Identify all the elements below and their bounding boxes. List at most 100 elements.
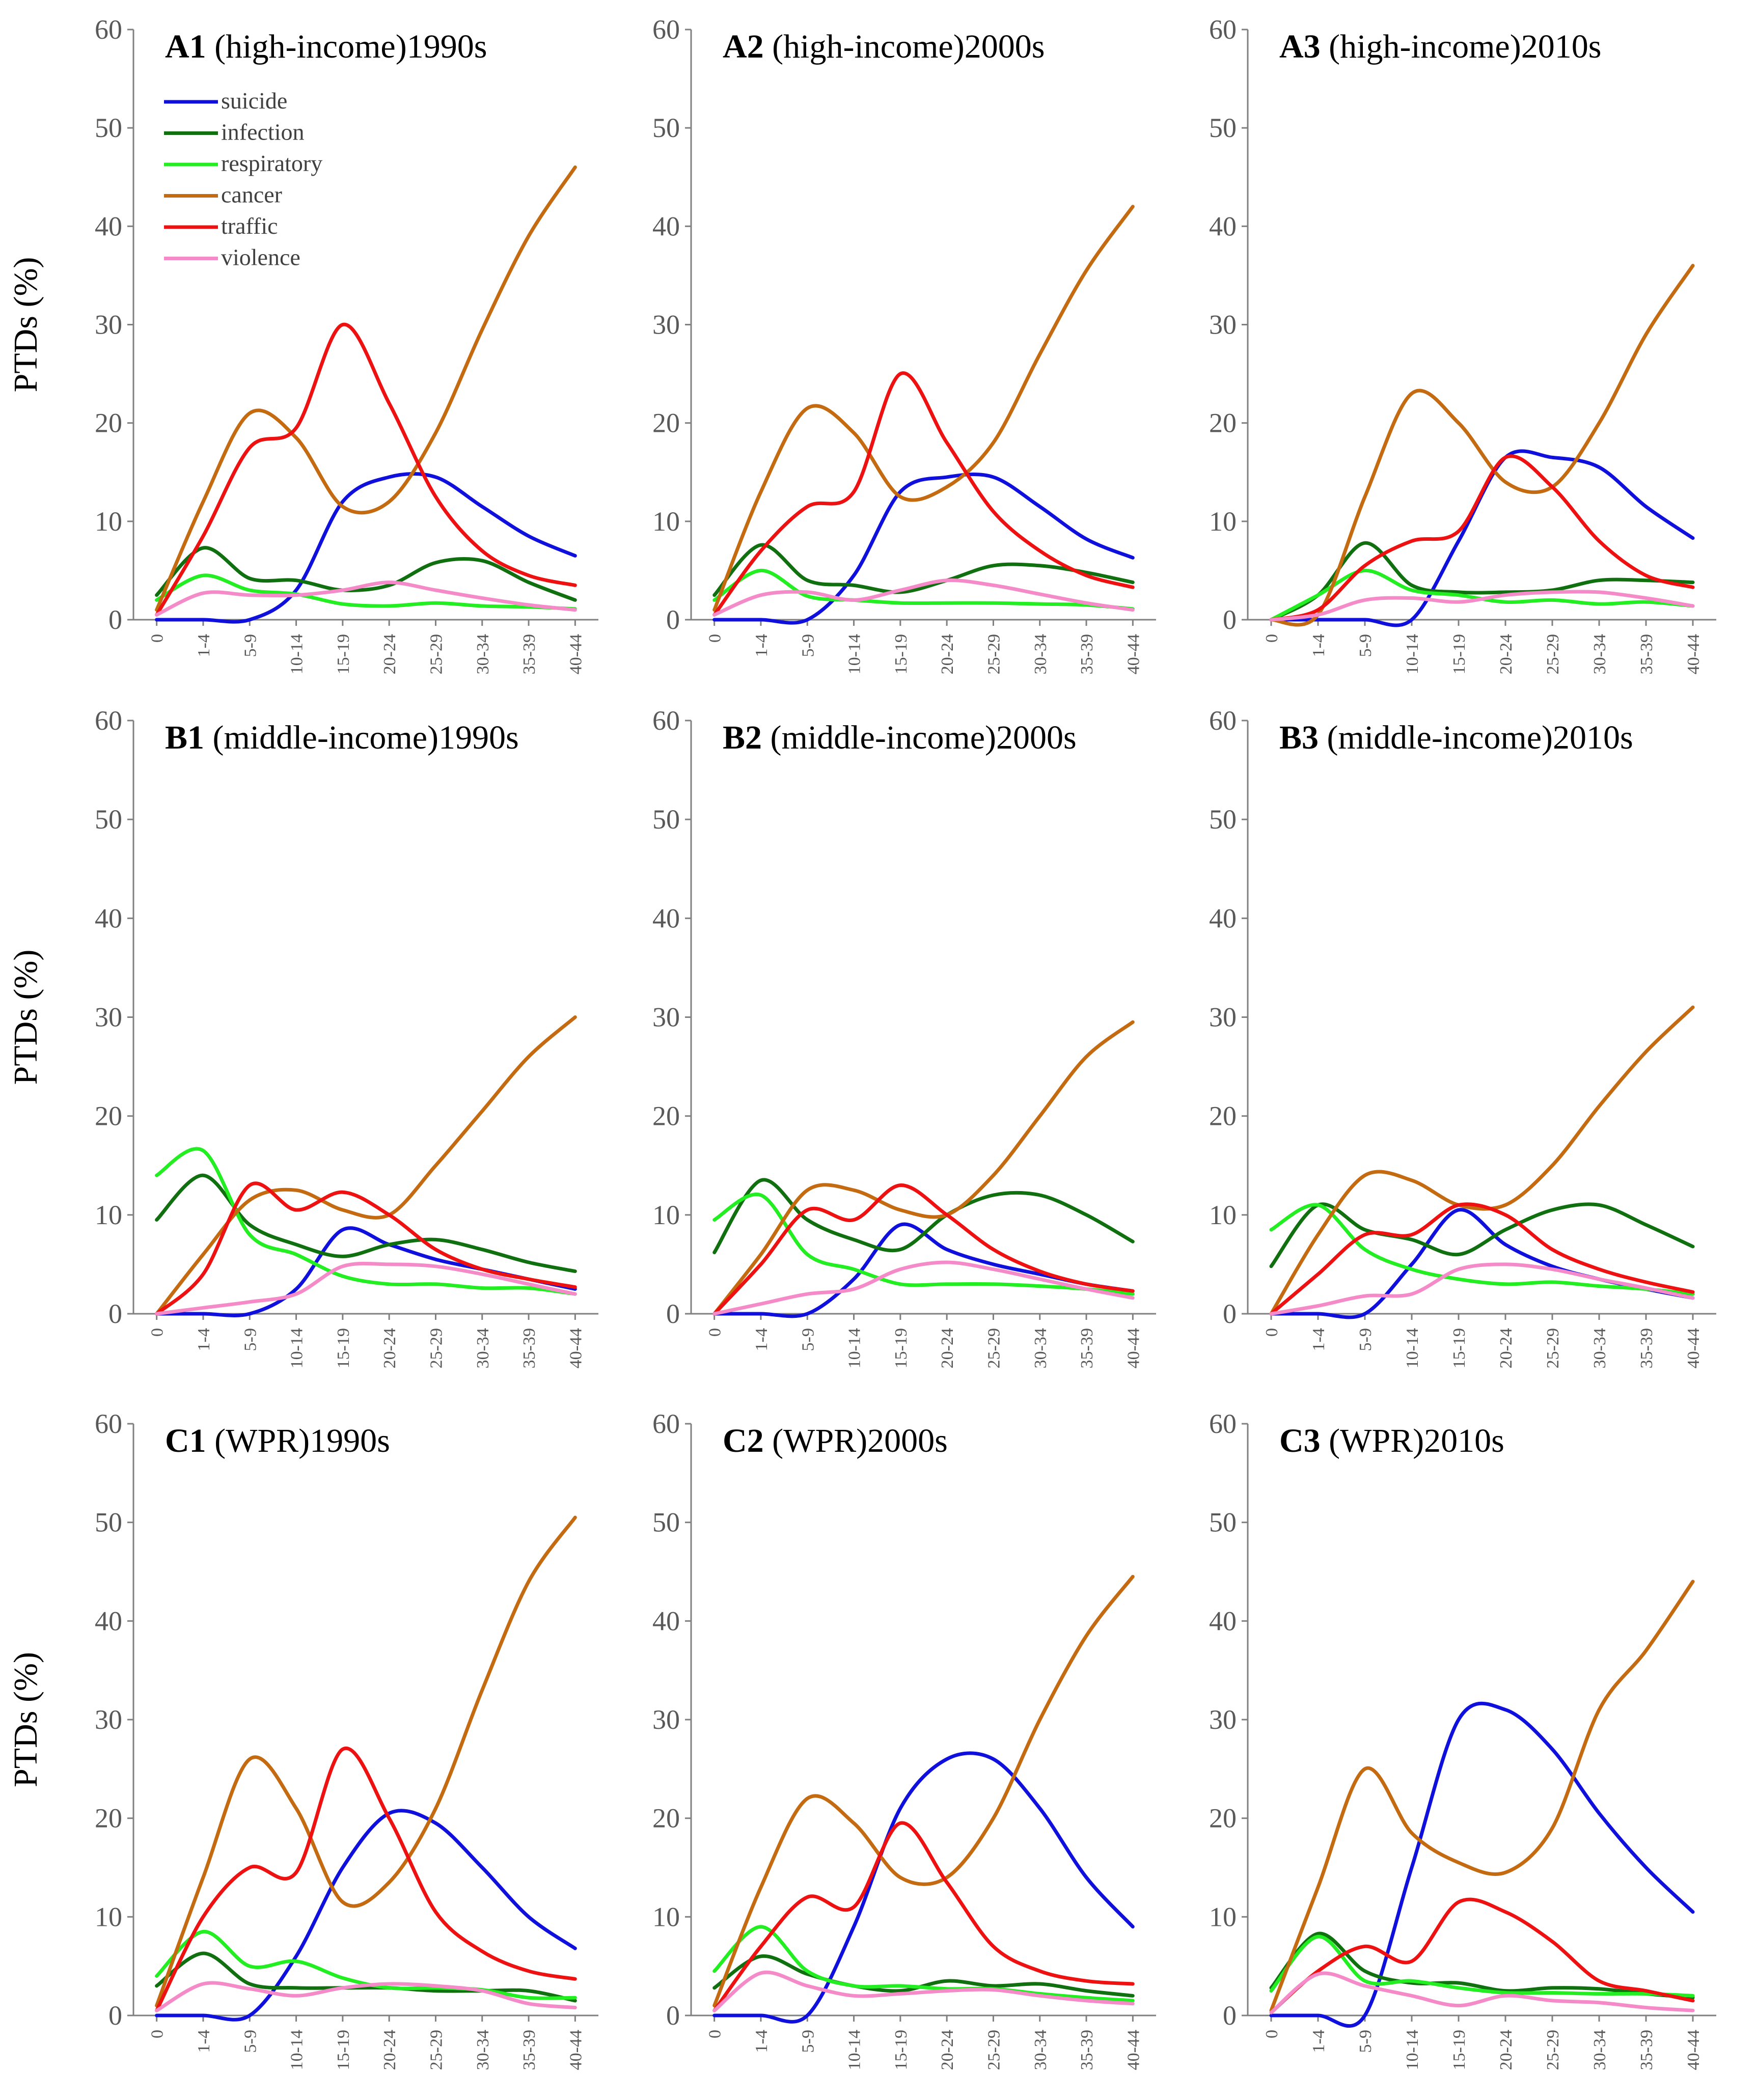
x-tick-label: 20-24 (1497, 634, 1516, 674)
panel-group: (middle-income) (762, 719, 996, 756)
x-tick-label: 10-14 (1403, 2030, 1422, 2070)
panel-id: C3 (1279, 1422, 1321, 1459)
panel-id: C1 (165, 1422, 206, 1459)
y-tick-label: 60 (1209, 14, 1237, 45)
x-tick-label: 15-19 (892, 2030, 911, 2070)
series-line-traffic (155, 322, 577, 617)
x-tick-label: 5-9 (241, 2030, 260, 2053)
series-line-suicide (155, 472, 577, 624)
y-tick-label: 60 (652, 705, 680, 736)
series-line-violence (712, 1260, 1135, 1316)
y-tick-label: 40 (95, 211, 122, 241)
legend-label-violence: violence (221, 244, 300, 270)
series-line-violence (712, 578, 1135, 617)
series-line-respiratory (1269, 1935, 1695, 1998)
series-line-traffic (712, 1183, 1135, 1316)
series-line-violence (1269, 1262, 1695, 1316)
x-tick-label: 1-4 (752, 1328, 771, 1351)
x-tick-label: 40-44 (1124, 2030, 1143, 2070)
x-tick-label: 10-14 (288, 2030, 307, 2070)
series-line-suicide (712, 473, 1135, 625)
panel-a3: 0 10 20 30 40 50 60 0 1-4 5-9 10-14 15-19 20-24 25-29… (1209, 14, 1716, 674)
x-tick-label: 30-34 (1031, 634, 1050, 674)
y-tick-label: 10 (652, 1901, 680, 1932)
x-tick-label: 15-19 (1450, 634, 1469, 674)
x-tick-label: 20-24 (938, 1328, 957, 1368)
y-tick-label: 60 (1209, 705, 1237, 736)
panel-title: C2 (WPR)2000s (723, 1422, 948, 1459)
panel-b3: 0 10 20 30 40 50 60 0 1-4 5-9 10-14 15-19 20-24 25-29… (1209, 705, 1716, 1368)
panel-title: A1 (high-income)1990s (165, 28, 487, 65)
panel-decade: 2010s (1553, 719, 1633, 756)
y-tick-label: 10 (1209, 1200, 1237, 1230)
series-line-violence (1269, 590, 1695, 622)
panel-group: (WPR) (206, 1422, 310, 1459)
panel-decade: 2010s (1424, 1422, 1504, 1459)
y-tick-label: 60 (652, 14, 680, 45)
legend-label-traffic: traffic (221, 213, 278, 239)
x-tick-label: 20-24 (1497, 2030, 1516, 2070)
panel-group: (high-income) (764, 28, 965, 65)
series-line-respiratory (1269, 1203, 1695, 1296)
panel-b1: 0 10 20 30 40 50 60 0 1-4 5-9 10-14 15-19 20-24 25-29… (7, 705, 598, 1368)
y-tick-label: 50 (1209, 1507, 1237, 1538)
x-tick-label: 0 (706, 634, 725, 643)
y-tick-label: 0 (666, 604, 680, 635)
y-tick-label: 20 (1209, 1803, 1237, 1834)
series-line-traffic (155, 1746, 577, 2012)
x-tick-label: 1-4 (195, 2030, 213, 2053)
series-line-infection (155, 1173, 577, 1273)
panel-id: A2 (723, 28, 764, 65)
panel-id: A3 (1279, 28, 1321, 65)
series-line-traffic (155, 1181, 577, 1316)
series-line-suicide (712, 1222, 1135, 1318)
panel-title: B3 (middle-income)2010s (1279, 719, 1633, 756)
x-tick-label: 35-39 (1078, 1328, 1096, 1368)
panel-group: (WPR) (1321, 1422, 1424, 1459)
y-tick-label: 30 (1209, 1002, 1237, 1033)
y-tick-label: 40 (652, 903, 680, 933)
x-tick-label: 35-39 (1637, 1328, 1656, 1368)
y-axis-label: PTDs (%) (7, 1652, 44, 1787)
y-tick-label: 20 (652, 1101, 680, 1131)
series-line-infection (1269, 1931, 1695, 2000)
panel-c1: 0 10 20 30 40 50 60 0 1-4 5-9 10-14 15-19 20-24 25-29… (7, 1408, 598, 2070)
x-tick-label: 0 (1263, 634, 1281, 643)
x-tick-label: 25-29 (427, 1328, 446, 1368)
y-tick-label: 40 (95, 1606, 122, 1636)
x-tick-label: 40-44 (1684, 1328, 1703, 1368)
x-tick-label: 1-4 (195, 1328, 213, 1351)
series-line-suicide (712, 1751, 1135, 2024)
y-tick-label: 50 (1209, 804, 1237, 835)
panel-group: (high-income) (1321, 28, 1521, 65)
y-tick-label: 40 (652, 211, 680, 241)
x-tick-label: 5-9 (1356, 2030, 1375, 2053)
x-tick-label: 25-29 (984, 2030, 1003, 2070)
x-tick-label: 30-34 (474, 1328, 492, 1368)
panel-a2: 0 10 20 30 40 50 60 0 1-4 5-9 10-14 15-19 20-24 25-29… (652, 14, 1156, 674)
x-tick-label: 5-9 (241, 1328, 260, 1351)
x-tick-label: 20-24 (938, 2030, 957, 2070)
x-tick-label: 40-44 (1684, 2030, 1703, 2070)
panel-title: A2 (high-income)2000s (723, 28, 1045, 65)
y-tick-label: 60 (1209, 1408, 1237, 1439)
panel-c2: 0 10 20 30 40 50 60 0 1-4 5-9 10-14 15-19 20-24 25-29… (652, 1408, 1156, 2070)
x-tick-label: 1-4 (1309, 634, 1328, 657)
y-tick-label: 30 (652, 310, 680, 340)
panel-decade: 1990s (310, 1422, 390, 1459)
y-tick-label: 10 (652, 506, 680, 537)
y-tick-label: 10 (95, 1901, 122, 1932)
x-tick-label: 30-34 (1031, 2030, 1050, 2070)
x-tick-label: 1-4 (752, 2030, 771, 2053)
panel-decade: 2000s (996, 719, 1077, 756)
y-tick-label: 20 (652, 408, 680, 438)
x-tick-label: 0 (1263, 1328, 1281, 1337)
x-tick-label: 25-29 (984, 634, 1003, 674)
x-tick-label: 35-39 (1637, 634, 1656, 674)
y-tick-label: 30 (1209, 1704, 1237, 1735)
y-tick-label: 20 (95, 1803, 122, 1834)
y-tick-label: 40 (652, 1606, 680, 1636)
panel-decade: 1990s (438, 719, 519, 756)
x-tick-label: 35-39 (520, 1328, 539, 1368)
series-line-violence (155, 1981, 577, 2012)
